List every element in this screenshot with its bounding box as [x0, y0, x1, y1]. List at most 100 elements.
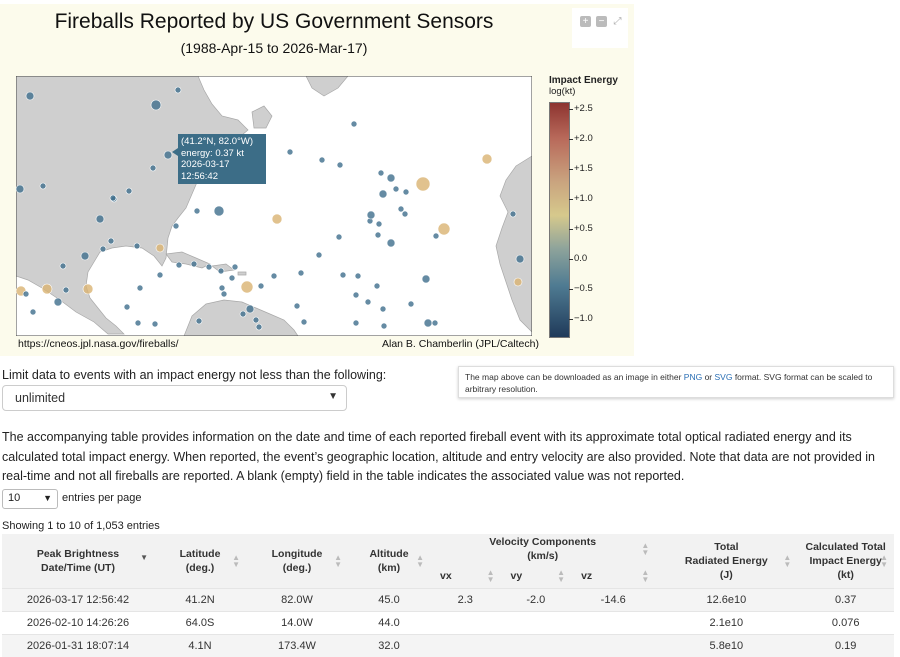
fireball-marker[interactable] — [255, 323, 263, 331]
col-radiated-energy-header[interactable]: Total Radiated Energy (J) ▲ ▼ — [655, 534, 798, 588]
fireball-marker[interactable] — [315, 251, 323, 259]
fireball-marker[interactable] — [163, 150, 173, 160]
fireball-markers[interactable] — [16, 86, 525, 331]
fireball-marker[interactable] — [195, 317, 203, 325]
fireball-marker[interactable] — [481, 153, 493, 165]
fireball-marker[interactable] — [352, 319, 360, 327]
fireball-marker[interactable] — [156, 271, 164, 279]
entries-per-page-select[interactable]: 10 ▼ — [2, 489, 58, 509]
fireball-marker[interactable] — [136, 284, 144, 292]
fireball-marker[interactable] — [62, 286, 70, 294]
col-datetime-header[interactable]: Peak Brightness Date/Time (UT) ▼ — [2, 534, 154, 588]
fireball-marker[interactable] — [378, 189, 388, 199]
png-link[interactable]: PNG — [683, 372, 703, 382]
col-velocity-header[interactable]: Velocity Components (km/s) ▲ ▼ — [430, 534, 656, 564]
energy-limit-select[interactable]: unlimited ▼ — [2, 385, 347, 411]
fireball-marker[interactable] — [95, 214, 105, 224]
fireball-marker[interactable] — [437, 222, 451, 236]
map-plot[interactable] — [16, 76, 532, 336]
fireball-marker[interactable] — [401, 210, 409, 218]
fireball-marker[interactable] — [41, 283, 53, 295]
col-longitude-header[interactable]: Longitude (deg.) ▲ ▼ — [246, 534, 348, 588]
fireball-marker[interactable] — [134, 319, 142, 327]
fireball-marker[interactable] — [364, 298, 372, 306]
fireball-marker[interactable] — [155, 243, 165, 253]
fireball-marker[interactable] — [352, 291, 360, 299]
zoom-in-icon[interactable]: + — [580, 16, 591, 27]
fireball-marker[interactable] — [373, 282, 381, 290]
fireball-marker[interactable] — [16, 184, 25, 194]
fireball-marker[interactable] — [402, 188, 410, 196]
fireball-marker[interactable] — [432, 232, 440, 240]
fireball-marker[interactable] — [231, 263, 239, 271]
fireball-marker[interactable] — [513, 277, 523, 287]
fireball-marker[interactable] — [149, 164, 157, 172]
fireball-marker[interactable] — [99, 245, 107, 253]
fireball-marker[interactable] — [375, 220, 383, 228]
fireball-marker[interactable] — [271, 213, 283, 225]
fireball-marker[interactable] — [175, 261, 183, 269]
fireball-marker[interactable] — [190, 260, 198, 268]
fireball-marker[interactable] — [377, 169, 385, 177]
fireball-marker[interactable] — [218, 284, 226, 292]
fireball-marker[interactable] — [172, 222, 180, 230]
fireball-marker[interactable] — [421, 274, 431, 284]
fireball-marker[interactable] — [354, 272, 362, 280]
fireball-marker[interactable] — [82, 283, 94, 295]
fireball-marker[interactable] — [407, 300, 415, 308]
fullscreen-icon[interactable]: ⤢ — [613, 16, 622, 27]
fireball-marker[interactable] — [39, 182, 47, 190]
fireball-marker[interactable] — [239, 310, 247, 318]
fireball-marker[interactable] — [297, 269, 305, 277]
col-altitude-header[interactable]: Altitude (km) ▲ ▼ — [348, 534, 430, 588]
col-vz-header[interactable]: vz ▲ ▼ — [571, 564, 656, 588]
fireball-marker[interactable] — [379, 305, 387, 313]
fireball-marker[interactable] — [423, 318, 433, 328]
fireball-marker[interactable] — [257, 282, 265, 290]
fireball-marker[interactable] — [386, 238, 396, 248]
fireball-marker[interactable] — [220, 290, 228, 298]
fireball-marker[interactable] — [286, 148, 294, 156]
fireball-marker[interactable] — [350, 120, 358, 128]
fireball-marker[interactable] — [59, 262, 67, 270]
fireball-marker[interactable] — [133, 242, 141, 250]
fireball-marker[interactable] — [109, 194, 117, 202]
fireball-marker[interactable] — [25, 91, 35, 101]
fireball-marker[interactable] — [174, 86, 182, 94]
fireball-marker[interactable] — [336, 161, 344, 169]
fireball-marker[interactable] — [293, 302, 301, 310]
fireball-marker[interactable] — [335, 233, 343, 241]
col-vx-header[interactable]: vx ▲ ▼ — [430, 564, 501, 588]
fireball-marker[interactable] — [123, 303, 131, 311]
fireball-marker[interactable] — [22, 290, 30, 298]
fireball-marker[interactable] — [380, 322, 388, 330]
col-latitude-header[interactable]: Latitude (deg.) ▲ ▼ — [154, 534, 246, 588]
fireball-marker[interactable] — [151, 320, 159, 328]
fireball-marker[interactable] — [366, 210, 376, 220]
fireball-marker[interactable] — [415, 176, 431, 192]
fireball-marker[interactable] — [205, 263, 213, 271]
fireball-marker[interactable] — [300, 318, 308, 326]
fireball-marker[interactable] — [386, 173, 396, 183]
svg-link[interactable]: SVG — [714, 372, 733, 382]
fireball-marker[interactable] — [193, 207, 201, 215]
fireball-marker[interactable] — [53, 297, 63, 307]
fireball-marker[interactable] — [431, 319, 439, 327]
fireball-marker[interactable] — [107, 237, 115, 245]
fireball-marker[interactable] — [397, 205, 405, 213]
fireball-marker[interactable] — [270, 272, 278, 280]
fireball-marker[interactable] — [29, 308, 37, 316]
fireball-marker[interactable] — [509, 210, 517, 218]
col-impact-energy-header[interactable]: Calculated Total Impact Energy (kt) ▲ ▼ — [797, 534, 894, 588]
zoom-out-icon[interactable]: − — [596, 16, 607, 27]
fireball-marker[interactable] — [240, 280, 254, 294]
fireball-marker[interactable] — [228, 274, 236, 282]
fireball-marker[interactable] — [245, 304, 255, 314]
fireball-marker[interactable] — [392, 185, 400, 193]
fireball-marker[interactable] — [374, 231, 382, 239]
fireball-marker[interactable] — [80, 251, 90, 261]
fireball-marker[interactable] — [339, 271, 347, 279]
fireball-marker[interactable] — [318, 156, 326, 164]
fireball-marker[interactable] — [125, 187, 133, 195]
fireball-marker[interactable] — [252, 316, 260, 324]
